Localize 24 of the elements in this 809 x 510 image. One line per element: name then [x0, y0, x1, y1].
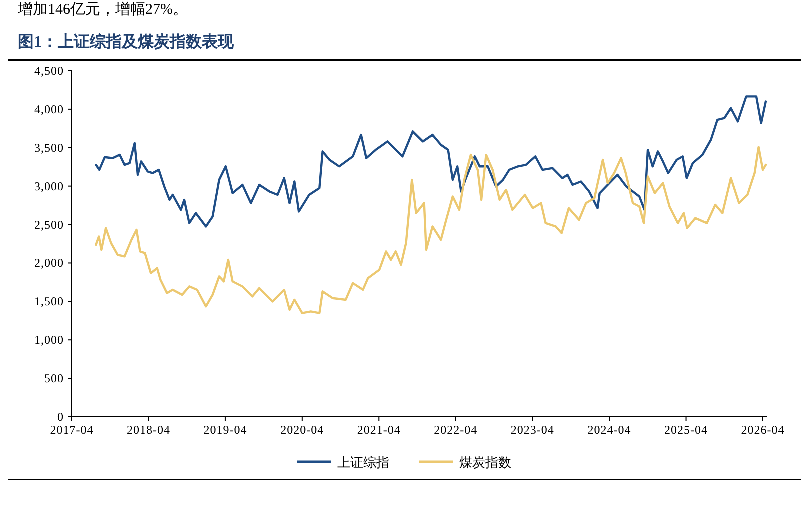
- legend-label: 上证综指: [338, 455, 390, 470]
- x-tick-label: 2022-04: [434, 423, 478, 437]
- y-tick-label: 1,500: [34, 294, 64, 309]
- y-tick-label: 1,000: [34, 333, 64, 348]
- y-tick-label: 2,500: [34, 218, 64, 232]
- y-tick-label: 2,000: [34, 256, 64, 270]
- x-tick-label: 2025-04: [664, 423, 708, 437]
- x-tick-label: 2024-04: [588, 423, 632, 437]
- y-tick-label: 3,000: [34, 179, 64, 194]
- text: 增加146亿元，增幅27%。: [17, 1, 188, 18]
- y-tick-label: 4,000: [34, 102, 64, 116]
- y-tick-label: 500: [44, 372, 64, 386]
- x-tick-label: 2019-04: [204, 423, 248, 437]
- x-tick-label: 2026-04: [741, 423, 785, 437]
- x-tick-label: 2021-04: [357, 423, 401, 437]
- x-tick-label: 2020-04: [280, 423, 324, 437]
- y-tick-label: 3,500: [34, 140, 64, 155]
- legend-label: 煤炭指数: [460, 455, 512, 470]
- chart-title: 图1：上证综指及煤炭指数表现: [18, 33, 235, 51]
- x-tick-label: 2018-04: [126, 423, 170, 437]
- y-tick-label: 0: [58, 410, 64, 424]
- x-tick-label: 2017-04: [50, 423, 94, 437]
- y-tick-label: 4,500: [34, 64, 64, 78]
- x-tick-label: 2023-04: [510, 423, 554, 437]
